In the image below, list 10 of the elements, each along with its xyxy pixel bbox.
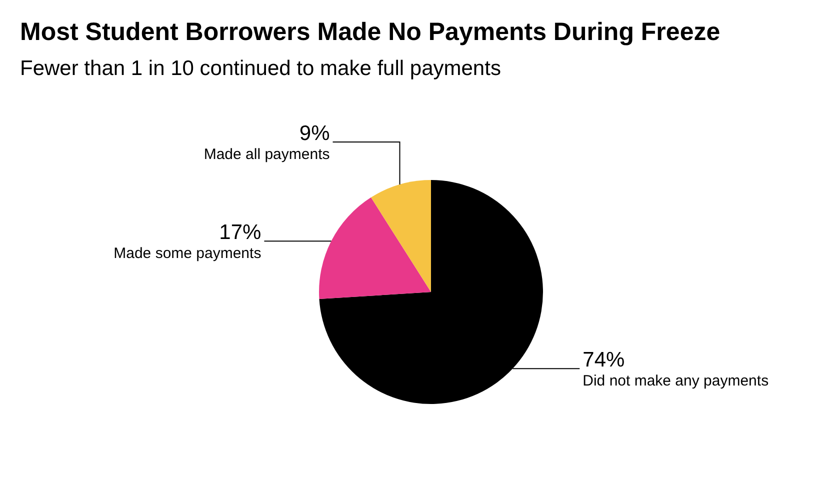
chart-subtitle: Fewer than 1 in 10 continued to make full payments bbox=[20, 57, 501, 80]
pie-slice bbox=[319, 197, 431, 300]
data-label: 74% bbox=[582, 348, 625, 372]
data-label: 9% bbox=[299, 122, 330, 145]
slice-label: Made some payments bbox=[114, 245, 262, 262]
slice-label: Did not make any payments bbox=[582, 372, 769, 390]
data-label: 17% bbox=[219, 221, 262, 244]
chart-title: Most Student Borrowers Made No Payments During Freeze bbox=[20, 18, 720, 46]
slice-label: Made all payments bbox=[204, 146, 330, 163]
pie-slice bbox=[370, 180, 431, 292]
